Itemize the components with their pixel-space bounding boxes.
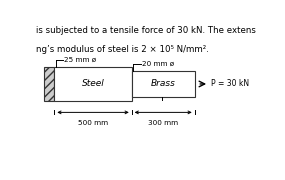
Text: Brass: Brass (151, 79, 176, 88)
Bar (132, 71, 195, 97)
Bar (44, 67, 54, 101)
Bar (54, 67, 132, 101)
Text: 20 mm ø: 20 mm ø (142, 60, 174, 67)
Text: 25 mm ø: 25 mm ø (64, 57, 96, 63)
Text: 300 mm: 300 mm (148, 120, 178, 126)
Text: 500 mm: 500 mm (78, 120, 108, 126)
Text: ng’s modulus of steel is 2 × 10⁵ N/mm².: ng’s modulus of steel is 2 × 10⁵ N/mm². (36, 45, 209, 54)
Text: is subjected to a tensile force of 30 kN. The extens: is subjected to a tensile force of 30 kN… (36, 26, 255, 35)
Text: P = 30 kN: P = 30 kN (211, 79, 249, 88)
Text: Steel: Steel (82, 79, 104, 88)
